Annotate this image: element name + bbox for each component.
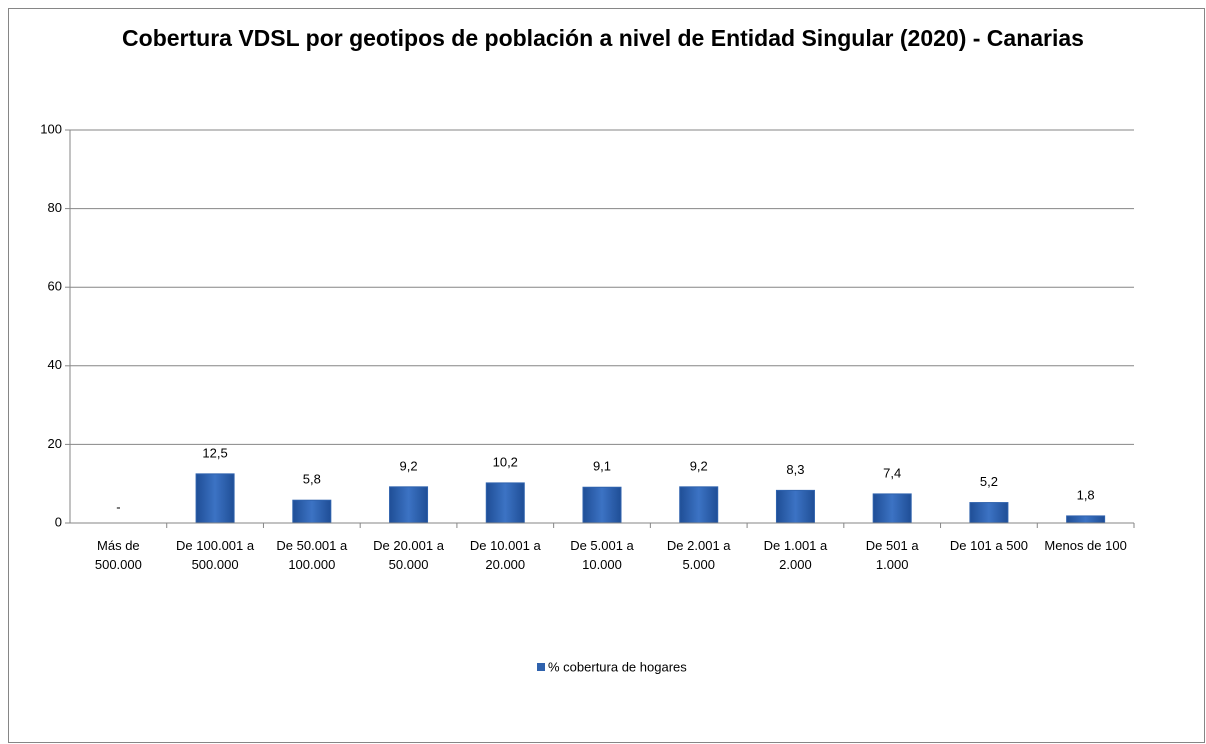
data-label: 8,3	[786, 462, 804, 477]
x-tick-label: De 5.001 a 10.000	[570, 538, 634, 572]
x-tick-label: De 2.001 a 5.000	[667, 538, 731, 572]
legend-label: % cobertura de hogares	[548, 659, 687, 674]
bar	[872, 493, 912, 524]
data-label: 9,2	[400, 458, 418, 473]
chart-border	[8, 8, 1205, 743]
x-tick-label: De 50.001 a 100.000	[276, 538, 348, 572]
data-label: 9,1	[593, 459, 611, 474]
x-tick-label: De 1.001 a 2.000	[764, 538, 828, 572]
x-tick-label: De 101 a 500	[950, 538, 1028, 553]
bar	[485, 482, 525, 524]
x-tick-label: De 100.001 a 500.000	[176, 538, 255, 572]
y-tick-label: 40	[48, 357, 62, 372]
y-tick-label: 20	[48, 436, 62, 451]
bar	[389, 486, 429, 524]
data-label: 7,4	[883, 465, 901, 480]
bar	[679, 486, 719, 524]
data-label: 5,8	[303, 472, 321, 487]
chart-title: Cobertura VDSL por geotipos de población…	[122, 25, 1084, 51]
y-tick-label: 100	[40, 121, 62, 136]
bar	[195, 473, 235, 524]
bar	[969, 502, 1009, 524]
bar	[775, 489, 815, 524]
bar	[292, 499, 332, 524]
y-tick-label: 80	[48, 200, 62, 215]
y-tick-label: 60	[48, 279, 62, 294]
x-tick-label: Menos de 100	[1044, 538, 1126, 553]
bar	[1066, 515, 1106, 524]
y-tick-label: 0	[55, 514, 62, 529]
data-label: 12,5	[202, 445, 227, 460]
x-tick-label: De 10.001 a 20.000	[470, 538, 542, 572]
legend-swatch	[537, 663, 545, 671]
data-label: 5,2	[980, 474, 998, 489]
data-label: 9,2	[690, 458, 708, 473]
x-tick-label: Más de 500.000	[95, 538, 142, 572]
x-tick-label: De 20.001 a 50.000	[373, 538, 445, 572]
data-label: 10,2	[493, 454, 518, 469]
bar	[582, 486, 622, 524]
data-label: -	[116, 499, 120, 514]
x-tick-label: De 501 a 1.000	[866, 538, 920, 572]
data-label: 1,8	[1077, 487, 1095, 502]
